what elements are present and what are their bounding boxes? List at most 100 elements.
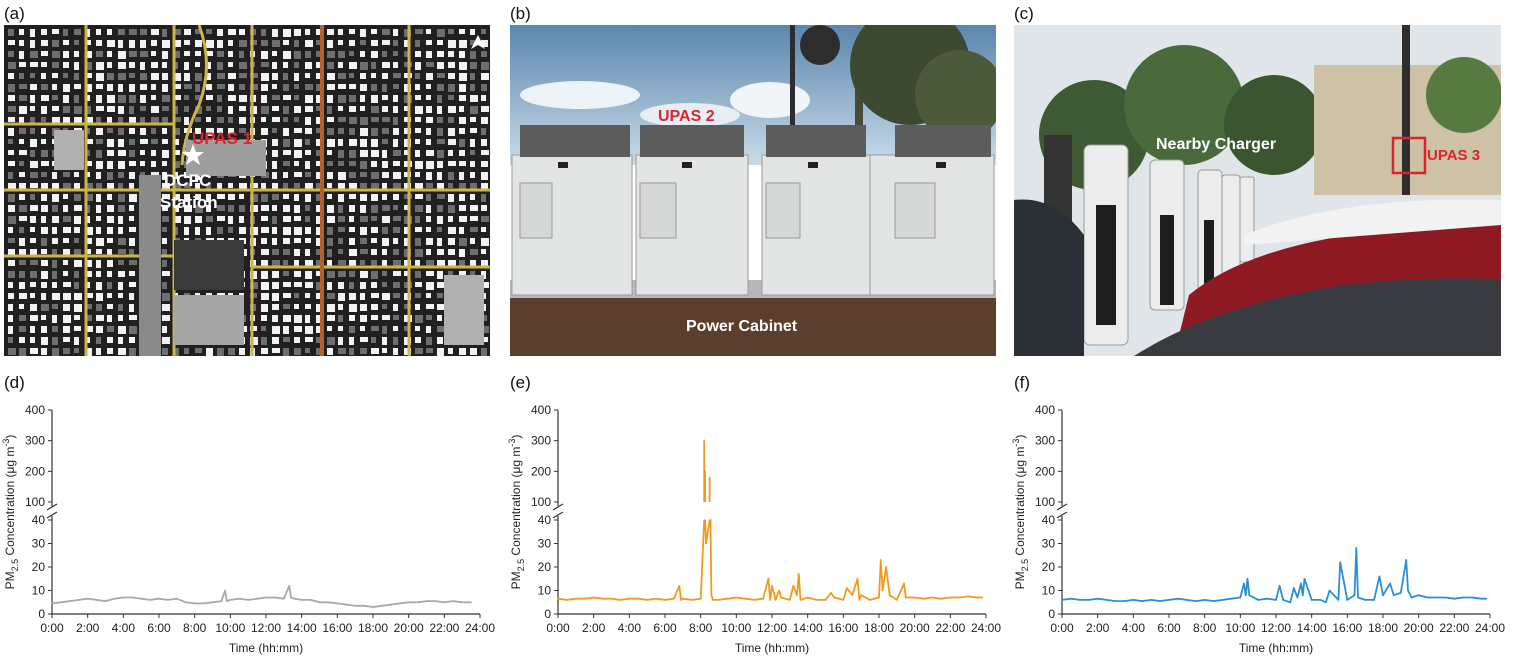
data-point (1257, 599, 1259, 601)
data-point (851, 594, 854, 596)
data-point (704, 470, 706, 473)
data-point (434, 600, 437, 602)
data-point (774, 599, 777, 601)
data-point (1346, 599, 1349, 601)
y-tick-label: 10 (538, 584, 552, 598)
data-point (345, 603, 348, 606)
data-point (1378, 575, 1381, 578)
data-point (1203, 599, 1206, 601)
upas-3-label: UPAS 3 (1427, 147, 1481, 164)
nearby-charger-photo: Nearby Charger UPAS 3 (1014, 25, 1501, 356)
data-point (1300, 582, 1302, 585)
data-point (1301, 594, 1304, 596)
data-point (425, 600, 428, 602)
data-point (398, 602, 401, 605)
data-point (1114, 600, 1117, 602)
data-point (869, 599, 871, 601)
y-tick-label: 100 (531, 495, 551, 509)
y-tick-label: 20 (32, 560, 46, 574)
data-point (1417, 594, 1420, 596)
data-point (904, 596, 907, 599)
data-point (940, 597, 943, 600)
data-point (95, 599, 98, 601)
panel-letter-d: (d) (4, 373, 25, 392)
data-point (1296, 596, 1299, 599)
x-tick-label: 24:00 (971, 621, 1001, 635)
data-point (1070, 597, 1072, 600)
data-point (888, 594, 891, 596)
data-point (327, 601, 330, 604)
nearby-charger-graphic (1014, 25, 1501, 356)
power-cabinet-photo: UPAS 2 Power Cabinet (510, 25, 996, 356)
data-point (673, 597, 675, 600)
x-tick-label: 10:00 (721, 621, 751, 635)
map-panel: UPAS 1 DCFC Station (4, 25, 490, 356)
data-point (903, 582, 905, 585)
data-point (842, 599, 845, 601)
data-point (1243, 582, 1245, 585)
data-point (381, 604, 383, 607)
x-tick-label: 16:00 (828, 621, 858, 635)
chart-d: 100 200 300 400 0 10 20 30 40 0:00 2:00 4:00 6:00 8:0… (1, 403, 495, 655)
y-tick-label: 40 (538, 513, 552, 527)
data-point (799, 599, 802, 601)
data-point (709, 519, 712, 521)
data-point (443, 601, 446, 604)
data-point (879, 559, 882, 561)
data-point (1325, 601, 1327, 604)
y-tick-label: 400 (25, 403, 45, 417)
data-point (1087, 599, 1090, 601)
y-tick-label: 200 (1035, 464, 1055, 478)
data-point (140, 597, 142, 600)
data-point (592, 596, 595, 599)
data-point (707, 530, 709, 533)
data-point (967, 595, 969, 598)
upas-2-label: UPAS 2 (658, 108, 715, 125)
data-point (1337, 599, 1340, 601)
north-arrow-icon (471, 35, 485, 49)
data-point (1364, 599, 1366, 601)
data-point (583, 597, 586, 600)
y-tick-label: 30 (1042, 537, 1056, 551)
data-point (1105, 599, 1108, 601)
data-point (288, 585, 290, 587)
data-point (655, 597, 657, 600)
x-tick-label: 0:00 (1050, 621, 1074, 635)
data-point (1132, 599, 1135, 601)
x-tick-label: 22:00 (935, 621, 965, 635)
data-point (1150, 599, 1152, 601)
data-point (265, 596, 267, 599)
data-point (860, 594, 862, 596)
data-point (575, 597, 577, 600)
data-point (710, 594, 713, 596)
y-tick-label: 300 (531, 434, 551, 448)
data-point (958, 596, 961, 599)
street-map-graphic (4, 25, 490, 356)
panel-letter-b: (b) (510, 4, 531, 23)
data-point (896, 599, 898, 601)
axis-break-mark (46, 503, 58, 511)
data-point (1212, 600, 1215, 602)
data-point (753, 599, 755, 601)
data-point (1339, 561, 1341, 564)
data-point (833, 596, 836, 599)
data-point (885, 566, 887, 568)
data-point (149, 599, 151, 601)
data-point (680, 599, 682, 601)
data-point (363, 604, 365, 607)
data-point (1355, 547, 1358, 549)
data-point (708, 476, 711, 479)
data-point (858, 599, 861, 601)
x-tick-label: 0:00 (40, 621, 64, 635)
x-axis-label: Time (hh:mm) (735, 641, 809, 655)
y-axis-label: PM2.5 Concentration (μg m-3) (507, 435, 526, 590)
data-point (1382, 594, 1384, 596)
series-line (1061, 547, 1487, 604)
station-label: Station (160, 193, 218, 212)
data-point (981, 596, 984, 599)
data-point (1310, 599, 1313, 601)
y-tick-label: 0 (544, 607, 551, 621)
x-tick-label: 6:00 (147, 621, 171, 635)
data-point (1426, 596, 1429, 599)
data-point (1239, 596, 1242, 599)
